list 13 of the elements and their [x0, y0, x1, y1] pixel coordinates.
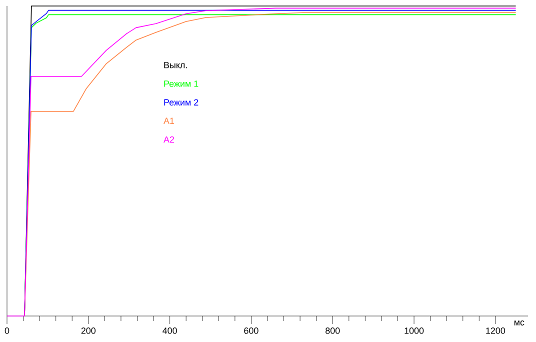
- x-tick-label: 200: [81, 328, 96, 334]
- x-tick-label: 400: [162, 328, 177, 334]
- text: Выкл.: [164, 62, 187, 68]
- text: Режим 1: [164, 80, 198, 87]
- x-tick-label: 800: [326, 328, 340, 334]
- x-tick-label: 600: [244, 328, 258, 334]
- text: Режим 2: [164, 99, 198, 106]
- x-tick-label: 1000: [404, 328, 424, 334]
- x-axis-title: мс: [514, 320, 524, 326]
- text: A1: [164, 118, 174, 124]
- x-tick-label: 1200: [486, 328, 506, 334]
- text: A2: [164, 136, 174, 143]
- x-tick-label: 0: [4, 328, 10, 334]
